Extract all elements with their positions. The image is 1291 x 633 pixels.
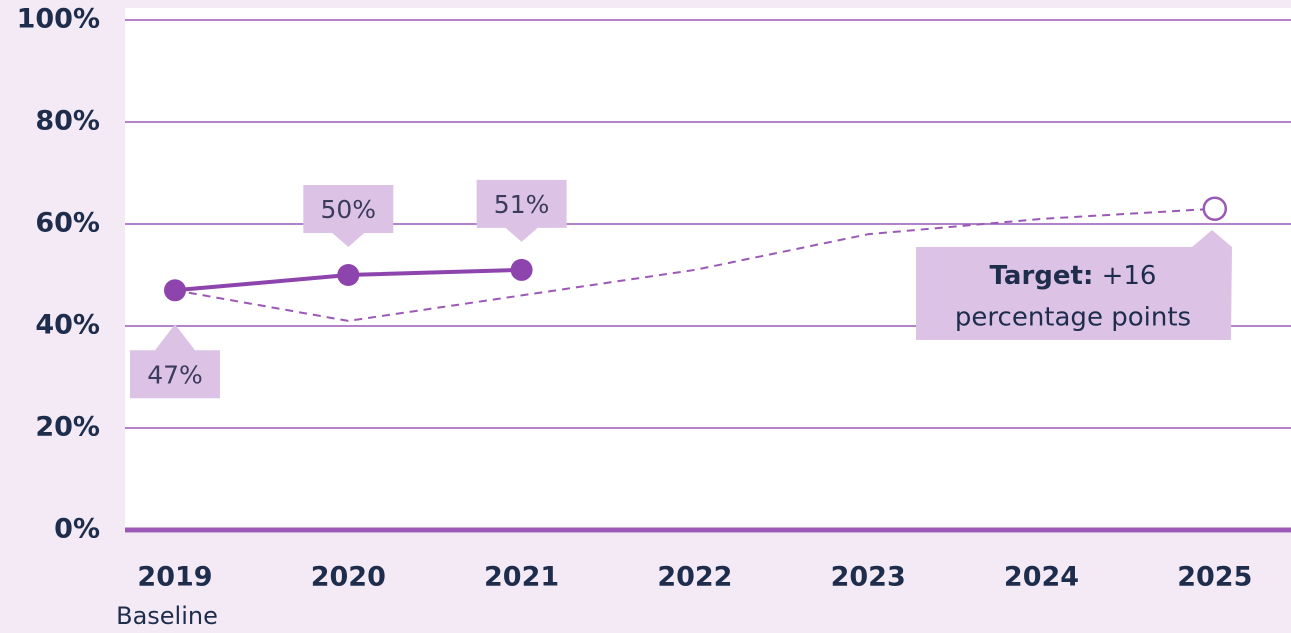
- value-label-box: [303, 185, 394, 247]
- x-tick-label: 2022: [657, 562, 732, 593]
- y-tick-label: 0%: [54, 514, 100, 545]
- x-tick-label: 2021: [484, 562, 559, 593]
- x-tick-sublabel: Baseline: [116, 602, 218, 630]
- value-label: 51%: [494, 190, 550, 219]
- annotation: Target: +16: [990, 261, 1157, 291]
- point: [510, 258, 533, 281]
- x-tick-label: 2025: [1177, 562, 1252, 593]
- annotation-bold: Target:: [990, 261, 1094, 291]
- x-tick-label: 2023: [831, 562, 906, 593]
- y-tick-label: 40%: [35, 310, 100, 341]
- x-tick-label: 2019: [137, 562, 212, 593]
- x-tick-label: 2024: [1004, 562, 1079, 593]
- value-label-box: [130, 324, 220, 399]
- value-label-box: [476, 179, 567, 242]
- target-point: [1202, 196, 1228, 221]
- value-label: 47%: [147, 360, 203, 389]
- y-tick-label: 20%: [35, 412, 100, 443]
- annotation-box: [916, 230, 1232, 340]
- point: [164, 279, 186, 302]
- y-tick-label: 100%: [17, 4, 100, 35]
- point: [337, 264, 360, 286]
- series-line: [174, 207, 1215, 322]
- annotation-text: +16: [1102, 261, 1157, 291]
- annotation-line2: percentage points: [955, 303, 1191, 333]
- value-label: 50%: [321, 195, 377, 224]
- x-tick-label: 2020: [311, 562, 386, 593]
- y-tick-label: 60%: [35, 208, 100, 239]
- y-tick-label: 80%: [35, 106, 100, 137]
